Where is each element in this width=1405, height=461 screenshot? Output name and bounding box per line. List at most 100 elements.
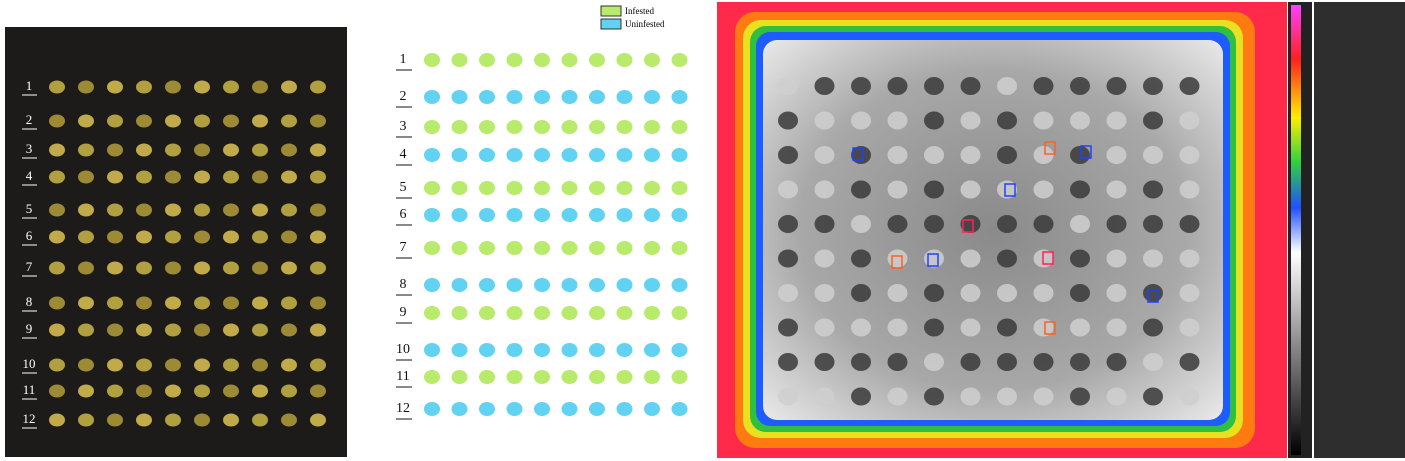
seed <box>78 413 94 427</box>
seed <box>78 80 94 94</box>
seed-mask <box>506 306 523 320</box>
seed <box>281 384 297 398</box>
seed-mask <box>451 208 468 222</box>
thermal-seed <box>887 249 908 268</box>
thermal-seed <box>1033 215 1054 233</box>
seed-mask <box>506 53 523 67</box>
seed-mask <box>671 241 688 255</box>
seed <box>281 323 297 337</box>
seed-mask <box>479 120 495 134</box>
seed-mask <box>671 120 688 134</box>
thermal-seed <box>997 180 1017 199</box>
seed <box>165 296 181 310</box>
seed <box>223 114 239 128</box>
thermal-seed <box>924 249 944 268</box>
row-label: 2 <box>400 89 407 104</box>
row-label: 7 <box>26 259 33 274</box>
seed <box>223 143 239 157</box>
seed-mask <box>644 278 660 292</box>
seed-mask <box>506 343 523 357</box>
seed-mask <box>424 148 440 162</box>
thermal-seed <box>814 77 835 95</box>
seed-mask <box>671 208 688 222</box>
seed-mask <box>561 306 578 320</box>
thermal-seed <box>924 215 944 233</box>
row-label: 5 <box>26 201 33 216</box>
seed <box>165 80 181 94</box>
seed <box>194 203 210 217</box>
thermal-seed <box>960 111 981 130</box>
seed-mask <box>534 306 550 320</box>
seed-mask <box>479 278 495 292</box>
seed <box>107 114 123 128</box>
seed <box>194 261 210 275</box>
seed-mask <box>671 181 688 195</box>
seed <box>310 143 326 157</box>
seed <box>107 296 123 310</box>
row-label: 12 <box>396 401 410 416</box>
seed-mask <box>589 370 605 384</box>
thermal-seed <box>1143 284 1163 302</box>
seed-mask <box>424 370 440 384</box>
thermal-seed <box>1033 146 1054 164</box>
seed <box>136 413 152 427</box>
seed <box>107 230 123 244</box>
seed <box>310 170 326 184</box>
seed-mask <box>644 343 660 357</box>
seed <box>107 358 123 372</box>
seed <box>165 114 181 128</box>
seed <box>165 143 181 157</box>
thermal-seed <box>1143 215 1163 233</box>
seed <box>49 296 65 310</box>
thermal-seed <box>997 111 1017 130</box>
seed <box>78 170 94 184</box>
seed-mask <box>534 53 550 67</box>
row-label: 4 <box>26 168 33 183</box>
seed <box>310 384 326 398</box>
seed-mask <box>589 90 605 104</box>
thermal-seed <box>1106 146 1127 164</box>
seed <box>49 413 65 427</box>
seed-mask <box>616 53 633 67</box>
thermal-seed <box>1070 146 1090 164</box>
seed-mask <box>534 343 550 357</box>
seed <box>281 413 297 427</box>
thermal-seed <box>851 77 871 95</box>
seed <box>78 143 94 157</box>
seed <box>194 358 210 372</box>
seed-mask <box>506 402 523 416</box>
thermal-seed <box>1070 215 1090 233</box>
thermal-seed <box>1179 249 1200 268</box>
thermal-seed <box>960 77 981 95</box>
seed-mask <box>479 90 495 104</box>
seed-mask <box>506 278 523 292</box>
thermal-seed <box>851 249 871 268</box>
row-label: 6 <box>400 207 407 222</box>
thermal-seed <box>1143 353 1163 371</box>
seed-mask <box>479 241 495 255</box>
thermal-seed <box>960 353 981 371</box>
seed-mask <box>451 120 468 134</box>
thermal-seed <box>814 215 835 233</box>
seed <box>252 413 268 427</box>
seed-mask <box>534 208 550 222</box>
seed-mask <box>561 120 578 134</box>
seed <box>252 230 268 244</box>
thermal-seed <box>1070 77 1090 95</box>
thermal-panel <box>717 2 1405 458</box>
seed-mask <box>616 306 633 320</box>
thermal-seed <box>1070 318 1090 337</box>
seed <box>49 230 65 244</box>
thermal-seed <box>1070 180 1090 199</box>
seed-mask <box>451 90 468 104</box>
seed-mask <box>506 90 523 104</box>
seed <box>136 80 152 94</box>
seed-mask <box>671 402 688 416</box>
seed <box>310 114 326 128</box>
legend-label: Infested <box>625 6 654 16</box>
seed <box>310 358 326 372</box>
seed <box>107 261 123 275</box>
seed <box>136 114 152 128</box>
thermal-seed <box>778 77 798 95</box>
seed-mask <box>589 402 605 416</box>
